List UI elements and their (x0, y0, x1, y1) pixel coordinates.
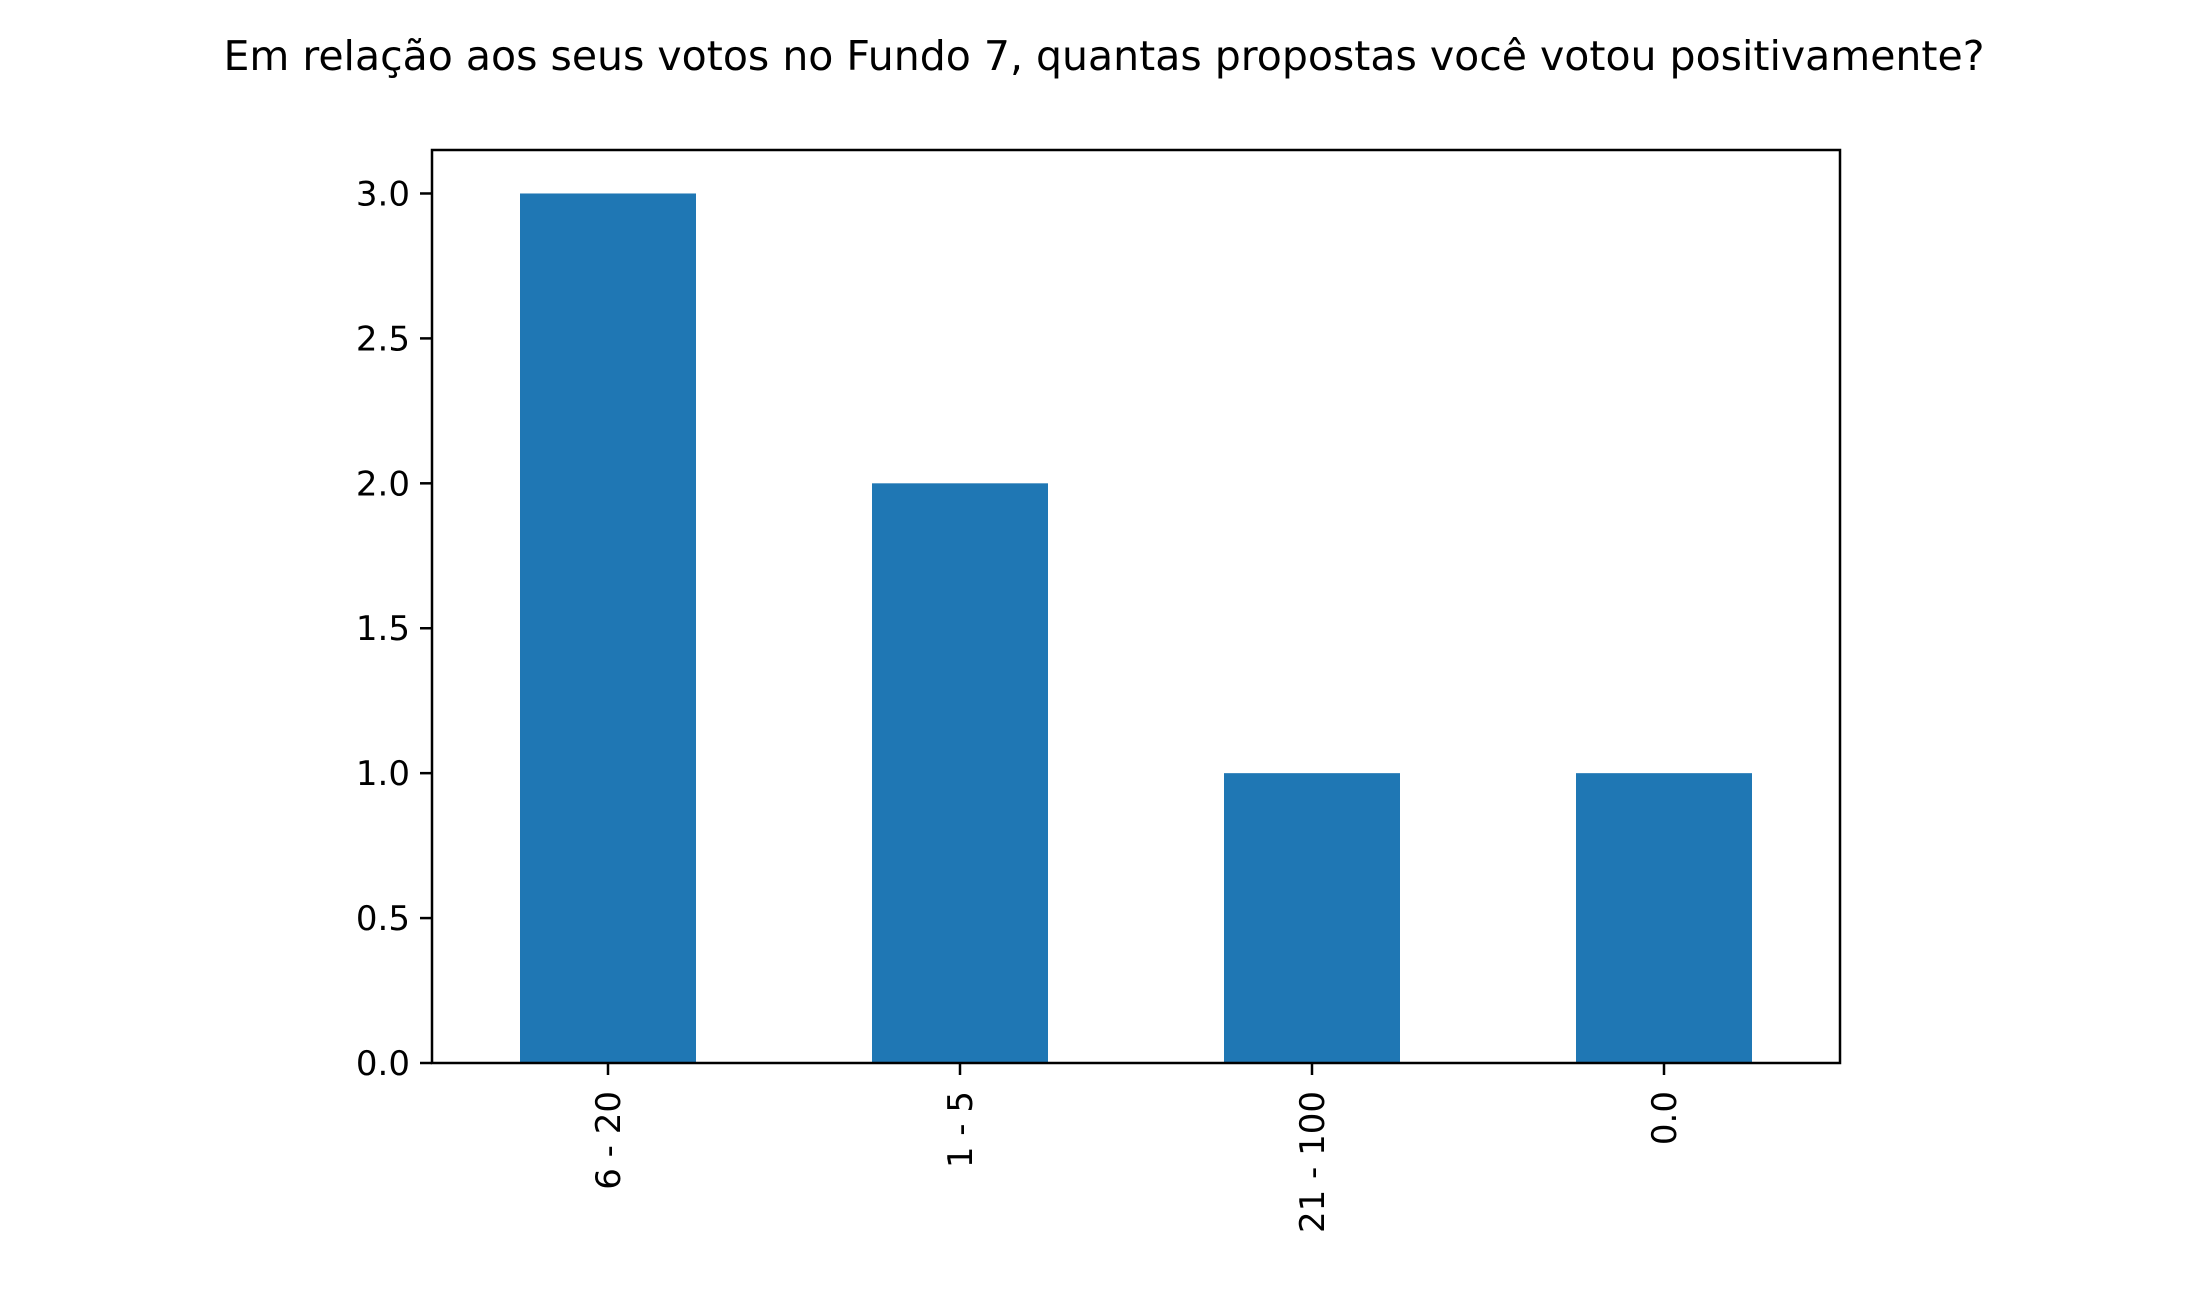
x-tick-label: 1 - 5 (941, 1091, 981, 1168)
chart-title: Em relação aos seus votos no Fundo 7, qu… (224, 32, 1985, 80)
y-tick-label: 2.5 (356, 319, 410, 359)
y-tick-label: 1.5 (356, 609, 410, 649)
y-tick-label: 0.5 (356, 899, 410, 939)
plot-area: 0.0 0.5 1.0 1.5 2.0 2.5 3.0 6 - 20 1 - 5 21 - 100… (356, 148, 1842, 1233)
y-tick-label: 0.0 (356, 1044, 410, 1084)
bar-1 (520, 193, 696, 1063)
x-tick-label: 21 - 100 (1293, 1091, 1333, 1233)
y-tick-label: 2.0 (356, 464, 410, 504)
bar-4 (1576, 773, 1752, 1063)
x-tick-label: 6 - 20 (589, 1091, 629, 1190)
bar-3 (1224, 773, 1400, 1063)
y-tick-label: 1.0 (356, 754, 410, 794)
bar-2 (872, 483, 1048, 1063)
y-tick-label: 3.0 (356, 174, 410, 214)
x-tick-label: 0.0 (1645, 1091, 1685, 1145)
axes-frame (430, 148, 1842, 1065)
